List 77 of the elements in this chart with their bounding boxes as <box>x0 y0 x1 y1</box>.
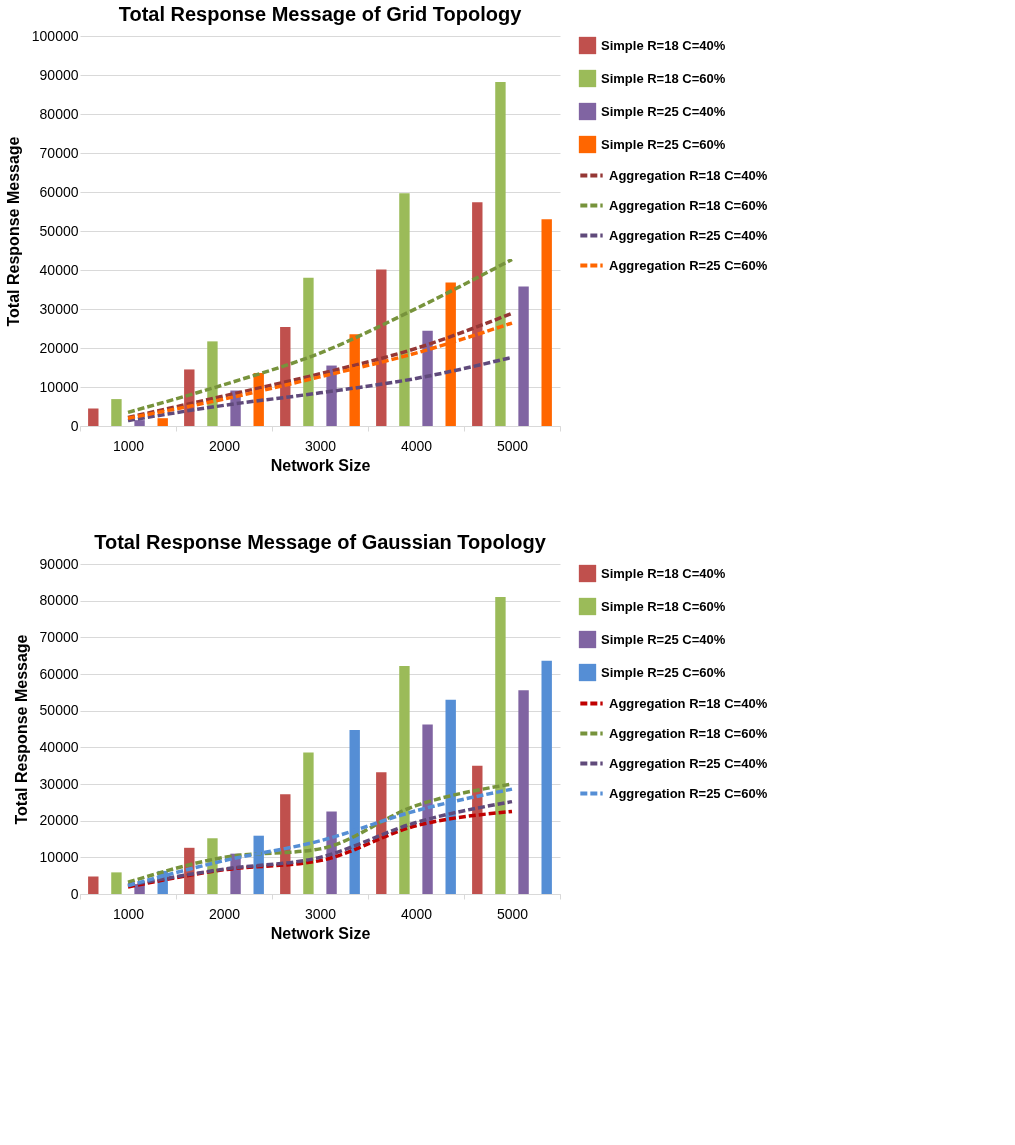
legend-label: Aggregation R=25 C=40% <box>609 227 768 243</box>
x-tick-label: 4000 <box>400 905 433 922</box>
y-tick-label: 30000 <box>39 300 79 317</box>
x-tick-label: 5000 <box>496 905 529 922</box>
line-series <box>126 257 514 415</box>
y-tick-label: 10000 <box>39 378 79 395</box>
legend-label: Aggregation R=18 C=40% <box>609 695 768 711</box>
bar <box>518 690 529 894</box>
y-tick-label: 30000 <box>39 775 79 792</box>
y-tick-label: 10000 <box>39 848 79 865</box>
bar <box>518 286 529 426</box>
y-tick-label: 50000 <box>39 702 79 719</box>
bar <box>376 772 387 894</box>
chart-title: Total Response Message of Grid Topology <box>118 3 523 25</box>
y-tick-label: 70000 <box>39 628 79 645</box>
bar <box>88 876 99 894</box>
y-tick-label: 50000 <box>39 222 79 239</box>
bar <box>399 665 410 894</box>
legend-label: Simple R=18 C=40% <box>601 565 726 581</box>
legend-label: Simple R=25 C=60% <box>601 136 726 152</box>
y-tick-label: 80000 <box>39 592 79 609</box>
bar <box>495 82 506 426</box>
x-tick-label: 1000 <box>112 905 145 922</box>
x-tick-label: 3000 <box>304 905 337 922</box>
bar <box>541 219 552 426</box>
y-axis-title: Total Response Message <box>4 136 22 327</box>
x-tick-label: 2000 <box>208 437 241 454</box>
legend-label: Simple R=25 C=40% <box>601 631 726 647</box>
y-tick-label: 100000 <box>31 27 79 44</box>
y-tick-label: 90000 <box>39 66 79 83</box>
bar <box>303 277 314 426</box>
bar <box>472 765 483 894</box>
x-axis-title: Network Size <box>270 924 371 942</box>
bar <box>422 330 433 426</box>
legend-label: Simple R=25 C=40% <box>601 103 726 119</box>
y-tick-label: 0 <box>70 417 79 434</box>
x-axis-title: Network Size <box>270 456 371 474</box>
legend-label: Simple R=18 C=60% <box>601 70 726 86</box>
bar <box>303 752 314 894</box>
legend-label: Simple R=18 C=40% <box>601 37 726 53</box>
x-tick-label: 1000 <box>112 437 145 454</box>
y-axis-title: Total Response Message <box>12 634 30 825</box>
bar <box>157 418 168 426</box>
y-tick-label: 40000 <box>39 738 79 755</box>
x-tick-label: 4000 <box>400 437 433 454</box>
legend-label: Simple R=18 C=60% <box>601 598 726 614</box>
legend-label: Aggregation R=18 C=40% <box>609 167 768 183</box>
x-tick-label: 5000 <box>496 437 529 454</box>
chart-title: Total Response Message of Gaussian Topology <box>94 531 547 553</box>
bar <box>280 794 291 894</box>
y-tick-label: 60000 <box>39 183 79 200</box>
bar <box>472 202 483 426</box>
y-tick-label: 0 <box>70 885 79 902</box>
bar <box>376 269 387 426</box>
legend-label: Aggregation R=25 C=60% <box>609 257 768 273</box>
bar <box>134 420 145 426</box>
y-tick-label: 70000 <box>39 144 79 161</box>
bar <box>399 193 410 426</box>
bar <box>495 597 506 894</box>
y-tick-label: 40000 <box>39 261 79 278</box>
bar <box>422 724 433 894</box>
legend-label: Aggregation R=18 C=60% <box>609 725 768 741</box>
legend-label: Aggregation R=25 C=60% <box>609 785 768 801</box>
bar <box>541 660 552 894</box>
y-tick-label: 20000 <box>39 812 79 829</box>
x-tick-label: 3000 <box>304 437 337 454</box>
x-tick-label: 2000 <box>208 905 241 922</box>
legend-label: Aggregation R=18 C=60% <box>609 197 768 213</box>
legend-label: Aggregation R=25 C=40% <box>609 755 768 771</box>
y-tick-label: 60000 <box>39 665 79 682</box>
bar <box>111 872 122 894</box>
y-tick-label: 80000 <box>39 105 79 122</box>
legend-label: Simple R=25 C=60% <box>601 664 726 680</box>
y-tick-label: 20000 <box>39 339 79 356</box>
bar <box>88 408 99 426</box>
y-tick-label: 90000 <box>39 555 79 572</box>
bar <box>111 399 122 426</box>
